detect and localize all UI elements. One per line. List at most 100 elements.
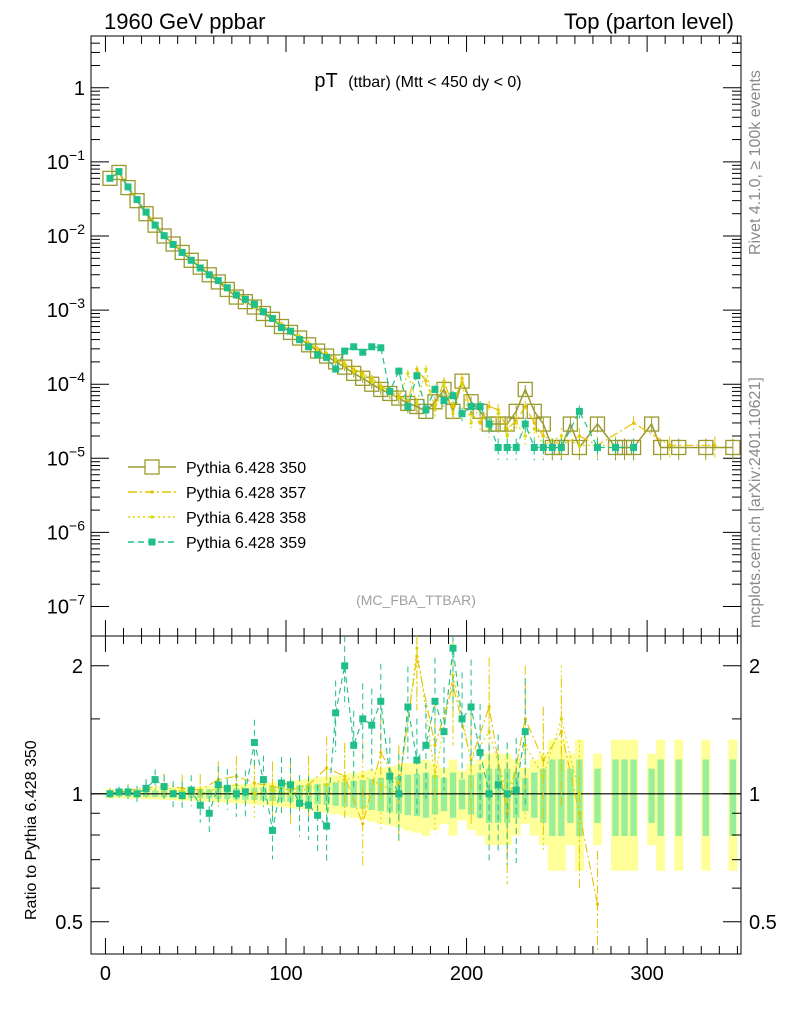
data-point (469, 412, 473, 416)
ratio-band-green (594, 768, 601, 823)
ratio-point (259, 776, 267, 784)
ratio-y-tick-label-right: 1 (749, 784, 760, 806)
tick-exponent: −2 (69, 221, 85, 237)
data-point (514, 421, 518, 425)
data-point (395, 367, 403, 375)
plot-title-main: pT (314, 70, 337, 92)
data-point (151, 221, 159, 229)
data-point (255, 305, 272, 322)
data-point (296, 336, 304, 344)
data-point (539, 443, 547, 451)
legend-marker (144, 459, 160, 475)
ratio-band-green (404, 774, 412, 816)
data-point (494, 443, 502, 451)
ratio-point (523, 743, 527, 747)
ratio-point (359, 715, 367, 723)
ratio-point (433, 774, 437, 778)
data-point (287, 327, 295, 335)
data-point (557, 443, 565, 451)
ratio-point (196, 801, 204, 809)
data-point (415, 401, 419, 406)
data-point (559, 434, 563, 438)
data-point (406, 371, 410, 375)
data-point (496, 408, 500, 412)
data-point (478, 421, 482, 425)
ratio-band-green (440, 777, 448, 812)
ratio-point (415, 646, 419, 650)
data-point (469, 421, 473, 425)
data-point (415, 367, 419, 371)
ratio-point (379, 783, 383, 787)
main-y-tick-label: 10−3 (47, 295, 85, 322)
data-point (169, 240, 177, 248)
data-point (577, 434, 582, 438)
data-point (241, 295, 249, 303)
ratio-point (440, 728, 448, 736)
data-point (214, 277, 222, 285)
data-point (589, 416, 606, 432)
data-point (422, 406, 430, 414)
ratio-point (368, 721, 376, 729)
data-point (521, 420, 529, 428)
x-tick-label: 200 (450, 963, 483, 985)
ratio-point (503, 790, 511, 798)
legend-label: Pythia 6.428 359 (186, 535, 306, 552)
x-tick-label: 300 (630, 963, 663, 985)
data-point (643, 416, 660, 432)
data-point (323, 353, 331, 361)
data-point (352, 369, 356, 373)
main-y-tick-label: 10−4 (47, 369, 85, 396)
data-point (397, 396, 401, 400)
data-point (577, 443, 582, 447)
ratio-point (343, 777, 347, 782)
ratio-band-green (648, 768, 655, 823)
ratio-point (395, 790, 403, 798)
ratio-axes: 0.5 0.5 1 1 2 2 0 100 200 300 (55, 636, 777, 985)
data-point (458, 410, 466, 418)
data-point (406, 399, 410, 403)
data-point (259, 308, 267, 316)
data-point (111, 164, 127, 181)
data-point (187, 256, 195, 264)
ratio-point (178, 792, 186, 800)
ratio-point (541, 774, 545, 778)
ratio-point (106, 790, 114, 798)
data-point (382, 385, 398, 402)
data-point (315, 348, 320, 352)
ratio-y-tick-label: 2 (72, 656, 83, 678)
data-point (282, 324, 299, 341)
data-point (517, 381, 533, 398)
ratio-point (487, 730, 491, 734)
data-point (343, 363, 347, 367)
data-point (630, 443, 638, 451)
ratio-band-green (377, 777, 384, 812)
data-point (196, 264, 204, 272)
ratio-point (361, 822, 365, 826)
data-point (386, 387, 394, 395)
legend-marker (150, 490, 154, 494)
ratio-point (133, 790, 141, 798)
data-point (451, 404, 455, 409)
data-point (120, 179, 136, 196)
data-point (532, 427, 536, 431)
data-point (142, 208, 150, 216)
data-point (138, 206, 154, 222)
data-point (451, 412, 455, 416)
x-tick-label: 0 (100, 963, 111, 985)
ratio-y-tick-label-right: 0.5 (749, 912, 777, 934)
plot-title-sub: (ttbar) (Mtt < 450 dy < 0) (348, 74, 521, 91)
data-point (671, 439, 687, 456)
analysis-id: (MC_FBA_TTBAR) (356, 592, 476, 608)
ratio-point (268, 826, 276, 834)
data-point (314, 351, 322, 359)
ratio-point (422, 741, 430, 749)
data-point (713, 443, 717, 447)
legend-label: Pythia 6.428 357 (186, 485, 306, 502)
ratio-point (577, 811, 582, 815)
data-point (205, 271, 213, 279)
ratio-point (277, 779, 285, 787)
data-point (725, 439, 741, 456)
data-point (377, 344, 385, 352)
ratio-band-green (458, 779, 466, 810)
tick-exponent: −6 (69, 517, 85, 533)
